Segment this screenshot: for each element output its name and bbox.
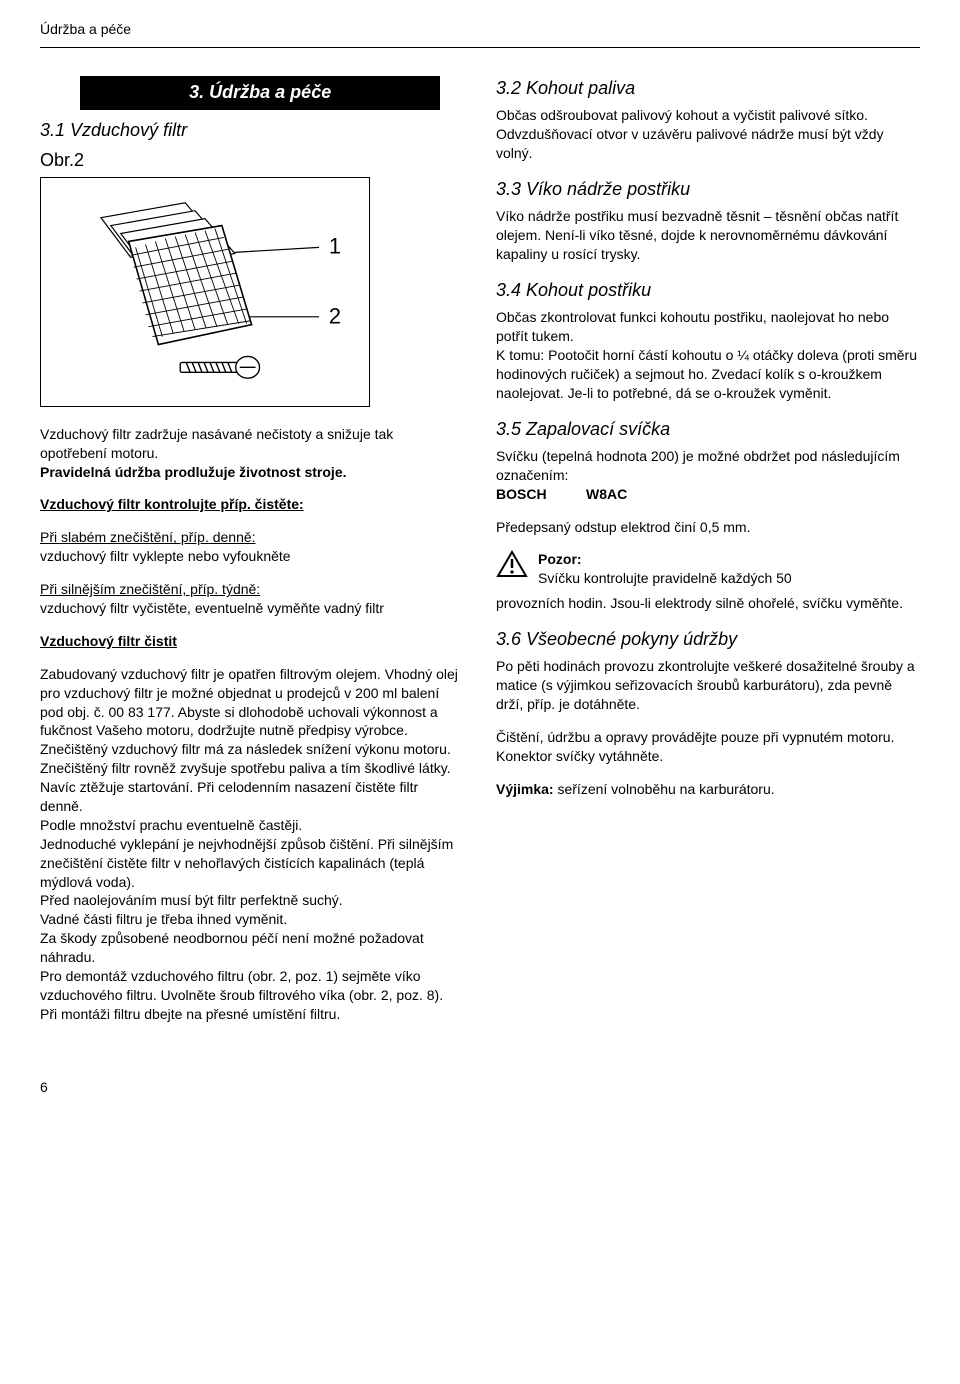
heading-3-3: 3.3 Víko nádrže postřiku	[496, 177, 920, 201]
heading-3-6: 3.6 Všeobecné pokyny údržby	[496, 627, 920, 651]
para-3-2: Občas odšroubovat palivový kohout a vyči…	[496, 106, 920, 163]
page-header: Údržba a péče	[40, 20, 920, 39]
heading-3-5: 3.5 Zapalovací svíčka	[496, 417, 920, 441]
figure-obr2: 1 2	[40, 177, 370, 407]
warning-icon	[496, 550, 528, 578]
warning-body-rest: provozních hodin. Jsou-li elektrody siln…	[496, 595, 903, 611]
heading-3-4: 3.4 Kohout postřiku	[496, 278, 920, 302]
warning-title: Pozor:	[538, 551, 582, 567]
para-3-6c: Výjimka: seřízení volnoběhu na karburáto…	[496, 780, 920, 799]
heading-3-2: 3.2 Kohout paliva	[496, 76, 920, 100]
figure-callout-2: 2	[329, 304, 341, 329]
heading-clean-filter: Vzduchový filtr čistit	[40, 632, 464, 651]
heading-3-1: 3.1 Vzduchový filtr	[40, 118, 464, 142]
para-3-6a: Po pěti hodinách provozu zkontrolujte ve…	[496, 657, 920, 714]
para-3-5b: Předepsaný odstup elektrod činí 0,5 mm.	[496, 518, 920, 537]
para-filter-long: Zabudovaný vzduchový filtr je opatřen fi…	[40, 665, 464, 1024]
left-column: 3. Údržba a péče 3.1 Vzduchový filtr Obr…	[40, 76, 464, 1038]
para-3-3: Víko nádrže postřiku musí bezvadně těsni…	[496, 207, 920, 264]
section-3-banner: 3. Údržba a péče	[80, 76, 440, 110]
spark-type: W8AC	[586, 485, 627, 504]
para-weekly: Při silnějším znečištění, příp. týdně: v…	[40, 580, 464, 618]
heading-check-clean: Vzduchový filtr kontrolujte příp. čistět…	[40, 495, 464, 514]
figure-label: Obr.2	[40, 148, 464, 172]
para-3-6b: Čištění, údržbu a opravy provádějte pouz…	[496, 728, 920, 766]
para-3-5a: Svíčku (tepelná hodnota 200) je možné ob…	[496, 447, 920, 504]
header-rule	[40, 47, 920, 48]
warning-block: Pozor: Svíčku kontrolujte pravidelně kaž…	[496, 550, 920, 613]
spark-brand: BOSCH	[496, 485, 576, 504]
warning-body-line1: Svíčku kontrolujte pravidelně každých 50	[538, 570, 792, 586]
para-filter-intro: Vzduchový filtr zadržuje nasávané nečist…	[40, 425, 464, 482]
para-3-4: Občas zkontrolovat funkci kohoutu postři…	[496, 308, 920, 402]
figure-callout-1: 1	[329, 233, 341, 258]
para-daily: Při slabém znečištění, příp. denně: vzdu…	[40, 528, 464, 566]
page-number: 6	[40, 1078, 920, 1097]
right-column: 3.2 Kohout paliva Občas odšroubovat pali…	[496, 76, 920, 1038]
